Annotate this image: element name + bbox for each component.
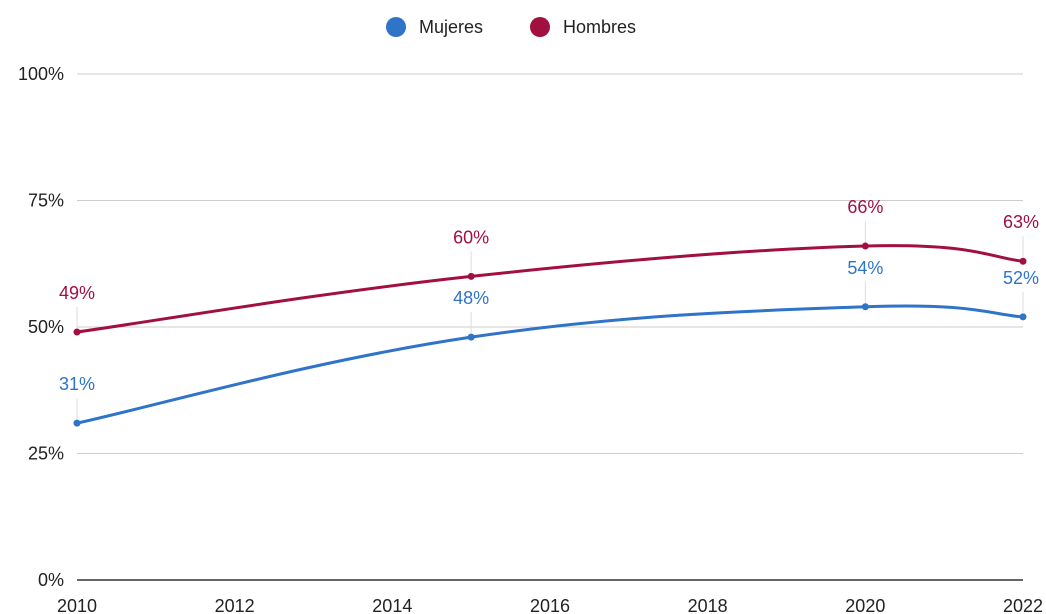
data-label: 52% [1003,268,1039,288]
data-label: 63% [1003,212,1039,232]
y-tick-label: 0% [38,570,64,590]
data-point [1019,257,1027,265]
legend-label-hombres: Hombres [563,17,636,37]
x-tick-label: 2016 [530,596,570,614]
data-point [73,328,81,336]
data-label: 66% [847,197,883,217]
data-label: 31% [59,374,95,394]
legend-label-mujeres: Mujeres [419,17,483,37]
data-label: 49% [59,283,95,303]
y-axis: 0% 25% 50% 75% 100% [18,64,64,590]
legend: Mujeres Hombres [386,17,636,37]
data-point [1019,313,1027,321]
legend-marker-hombres [530,17,550,37]
y-tick-label: 75% [28,191,64,211]
data-point [73,419,81,427]
x-tick-label: 2010 [57,596,97,614]
data-point [861,303,869,311]
series-hombres: 49% 60% 66% 63% [59,197,1039,336]
x-tick-label: 2012 [215,596,255,614]
x-tick-label: 2020 [845,596,885,614]
y-tick-label: 100% [18,64,64,84]
x-tick-label: 2018 [688,596,728,614]
x-tick-label: 2014 [372,596,412,614]
y-tick-label: 50% [28,317,64,337]
data-label: 60% [453,227,489,247]
series-line [75,304,1025,425]
data-label: 48% [453,288,489,308]
data-point [467,272,475,280]
legend-marker-mujeres [386,17,406,37]
data-point [861,242,869,250]
data-label: 54% [847,258,883,278]
y-tick-label: 25% [28,444,64,464]
series-line [75,244,1025,334]
series-layer: 31% 48% 54% 52% 49% 60% 66% 63% [59,197,1039,427]
x-axis: 2010 2012 2014 2016 2018 2020 2022 [57,596,1043,614]
data-point [467,333,475,341]
x-tick-label: 2022 [1003,596,1043,614]
series-mujeres: 31% 48% 54% 52% [59,258,1039,427]
